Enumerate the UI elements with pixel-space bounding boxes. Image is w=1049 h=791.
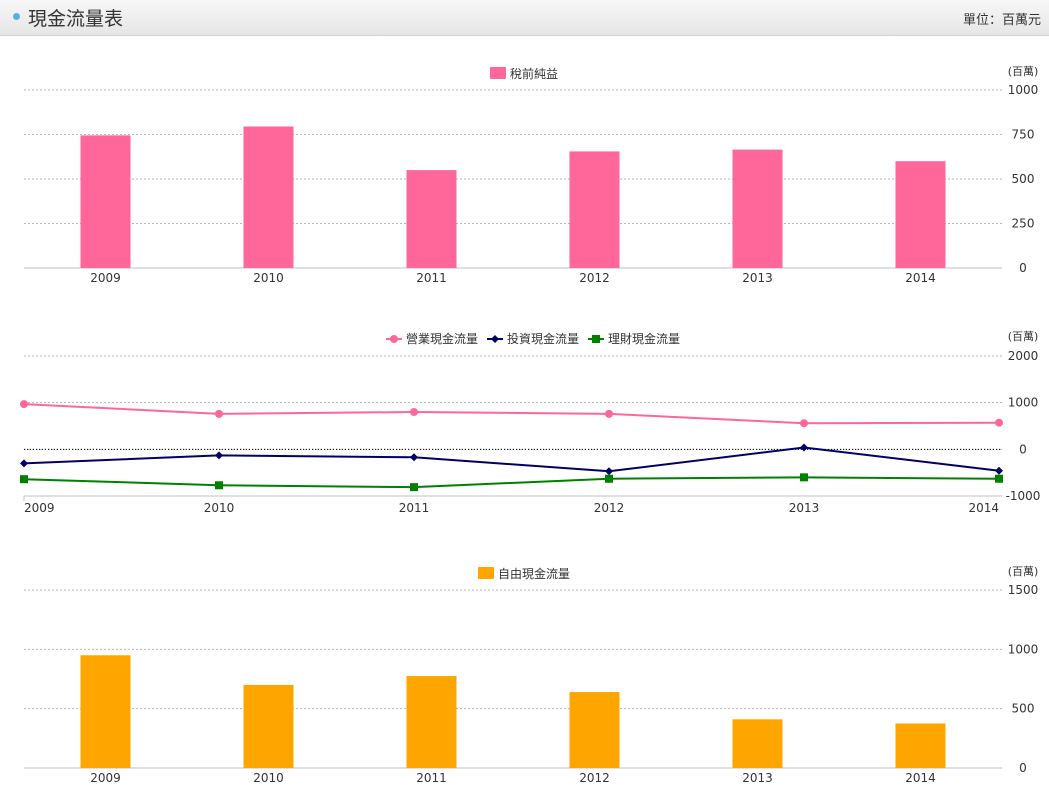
bar bbox=[243, 684, 294, 768]
y-tick-label: 500 bbox=[1012, 172, 1035, 186]
page-title: 現金流量表 bbox=[28, 8, 124, 30]
data-point bbox=[800, 473, 808, 482]
x-tick-label: 2010 bbox=[204, 501, 235, 515]
y-tick-label: 1000 bbox=[1008, 396, 1039, 410]
x-tick-label: 2012 bbox=[594, 501, 625, 515]
y-tick-label: 0 bbox=[1019, 261, 1027, 275]
y-tick-label: -1000 bbox=[1006, 489, 1041, 503]
data-point bbox=[20, 475, 28, 484]
legend-swatch bbox=[478, 567, 494, 579]
x-tick-label: 2010 bbox=[253, 271, 284, 285]
bar bbox=[406, 170, 457, 268]
x-tick-label: 2014 bbox=[905, 271, 936, 285]
bar bbox=[243, 126, 294, 269]
data-point bbox=[410, 483, 418, 492]
legend-marker bbox=[390, 335, 398, 343]
legend-marker bbox=[592, 335, 600, 343]
data-point bbox=[800, 419, 808, 428]
x-tick-label: 2014 bbox=[968, 501, 999, 515]
data-point bbox=[410, 408, 418, 416]
bullet-icon bbox=[13, 13, 20, 20]
data-point bbox=[995, 418, 1003, 427]
y-tick-label: 1000 bbox=[1008, 83, 1039, 97]
y-tick-label: 750 bbox=[1012, 128, 1035, 142]
data-point bbox=[215, 451, 223, 460]
legend-swatch bbox=[490, 67, 506, 79]
x-tick-label: 2014 bbox=[905, 771, 936, 785]
y-tick-label: 2000 bbox=[1008, 349, 1039, 363]
y-tick-label: 0 bbox=[1019, 442, 1027, 456]
data-point bbox=[20, 459, 28, 468]
bar bbox=[732, 149, 783, 268]
y-tick-label: 1000 bbox=[1008, 642, 1039, 656]
free-cash-flow-chart: (百萬) 0 500 1000 1500 自由現金流量 2009 2010 2011 2012 20… bbox=[24, 565, 1039, 785]
x-tick-label: 2012 bbox=[579, 771, 610, 785]
data-point bbox=[20, 400, 28, 409]
x-tick-label: 2013 bbox=[742, 771, 773, 785]
legend-label: 理財現金流量 bbox=[608, 331, 680, 346]
y-tick-label: 0 bbox=[1019, 761, 1027, 775]
data-point bbox=[995, 466, 1003, 475]
data-point bbox=[995, 474, 1003, 483]
x-tick-label: 2011 bbox=[416, 771, 447, 785]
bar bbox=[895, 723, 946, 768]
y-unit-label: (百萬) bbox=[1008, 65, 1039, 78]
bar bbox=[569, 692, 620, 768]
x-tick-label: 2011 bbox=[399, 501, 430, 515]
series-line bbox=[23, 446, 1000, 473]
x-tick-label: 2009 bbox=[90, 771, 121, 785]
data-point bbox=[215, 481, 223, 490]
series-line bbox=[23, 403, 1000, 425]
x-tick-label: 2013 bbox=[789, 501, 820, 515]
y-tick-label: 250 bbox=[1012, 217, 1035, 231]
page-header: 現金流量表 單位：百萬元 bbox=[0, 0, 1049, 36]
legend-marker bbox=[491, 335, 499, 343]
y-tick-label: 500 bbox=[1012, 702, 1035, 716]
bar bbox=[80, 655, 131, 768]
bar bbox=[569, 151, 620, 268]
x-tick-label: 2010 bbox=[253, 771, 284, 785]
legend-label: 稅前純益 bbox=[510, 66, 558, 81]
bar bbox=[732, 719, 783, 768]
pretax-income-chart: (百萬) 0 250 500 750 1000 稅前純益 2009 2010 2011 2012 20… bbox=[24, 65, 1039, 285]
data-point bbox=[800, 443, 808, 452]
legend-label: 營業現金流量 bbox=[406, 331, 478, 346]
x-tick-label: 2012 bbox=[579, 271, 610, 285]
series-line bbox=[23, 476, 1000, 489]
legend-label: 自由現金流量 bbox=[498, 566, 570, 581]
data-point bbox=[605, 467, 613, 476]
x-tick-label: 2011 bbox=[416, 271, 447, 285]
data-point bbox=[215, 409, 223, 418]
x-tick-label: 2009 bbox=[24, 501, 55, 515]
bar bbox=[80, 135, 131, 268]
cash-flow-line-chart: (百萬) -1000 0 1000 2000 營業現金流量 投資現金流量 理財現金流量 2009… bbox=[20, 330, 1041, 515]
bar bbox=[895, 161, 946, 268]
x-tick-label: 2013 bbox=[742, 271, 773, 285]
bar bbox=[406, 676, 457, 768]
data-point bbox=[605, 474, 613, 483]
legend-label: 投資現金流量 bbox=[507, 331, 579, 346]
x-tick-label: 2009 bbox=[90, 271, 121, 285]
y-tick-label: 1500 bbox=[1008, 583, 1039, 597]
data-point bbox=[410, 453, 418, 462]
y-unit-label: (百萬) bbox=[1008, 565, 1039, 578]
data-point bbox=[605, 409, 613, 418]
y-unit-label: (百萬) bbox=[1008, 330, 1039, 343]
unit-label: 單位：百萬元 bbox=[962, 13, 1041, 28]
